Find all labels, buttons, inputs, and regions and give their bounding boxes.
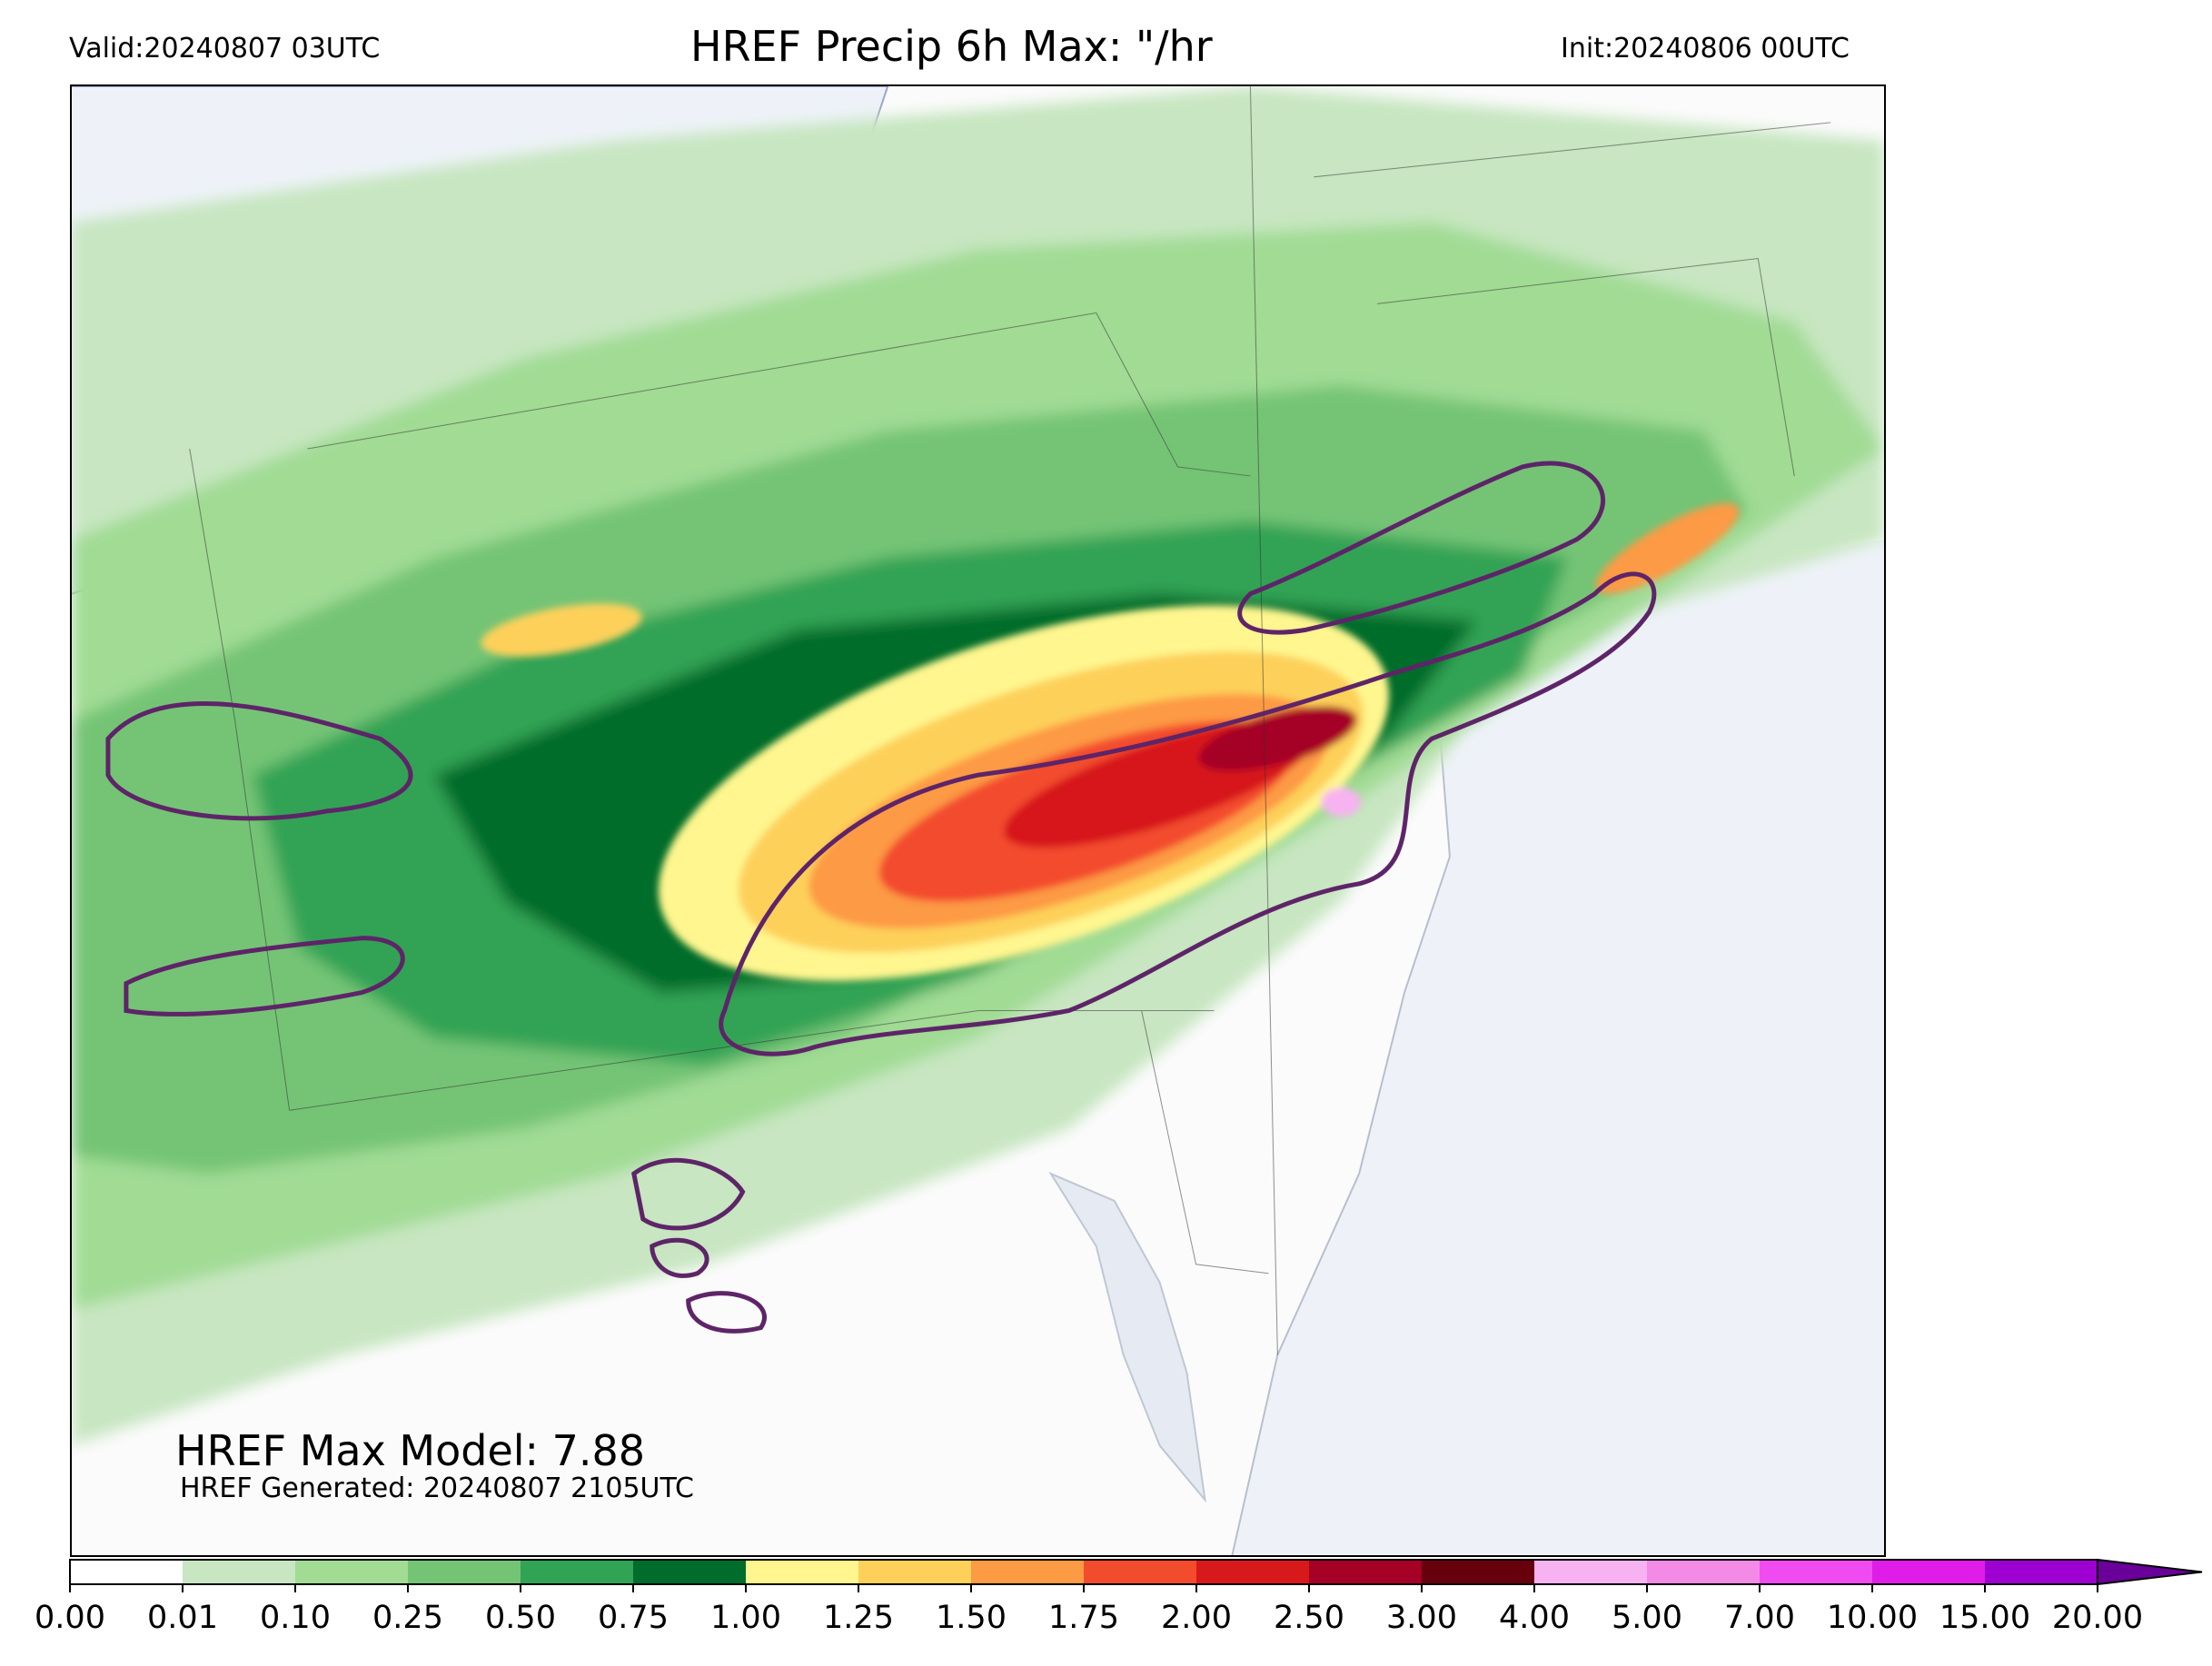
colorbar-swatch	[70, 1560, 183, 1584]
colorbar-tick-label: 20.00	[2052, 1600, 2143, 1636]
colorbar-tick-label: 0.25	[372, 1600, 443, 1636]
colorbar-tick-label: 0.00	[35, 1600, 105, 1636]
colorbar-swatch	[1985, 1560, 2098, 1584]
colorbar-swatch	[1422, 1560, 1534, 1584]
colorbar-swatch	[1084, 1560, 1196, 1584]
colorbar-tick-label: 3.00	[1386, 1600, 1457, 1636]
generated-time-label: HREF Generated: 20240807 2105UTC	[180, 1473, 695, 1504]
colorbar-tick-label: 1.50	[936, 1600, 1007, 1636]
colorbar-tick-label: 15.00	[1939, 1600, 2030, 1636]
map-title: HREF Precip 6h Max: "/hr	[690, 22, 1213, 71]
probability-contours	[105, 461, 1657, 1334]
coastline	[1231, 630, 1451, 1555]
chesapeake-bay	[1048, 1171, 1206, 1503]
ocean-area	[1232, 539, 1884, 1555]
colorbar-swatch	[633, 1560, 746, 1584]
colorbar-tick-label: 0.10	[260, 1600, 331, 1636]
colorbar: 0.00 0.01 0.10 0.25 0.50 0.75 1.00 1.25 1.50 1.75…	[35, 1558, 2203, 1636]
precip-cell-ne	[1595, 502, 1740, 594]
colorbar-swatch	[408, 1560, 521, 1584]
colorbar-swatch	[1534, 1560, 1647, 1584]
colorbar-swatch	[183, 1560, 295, 1584]
colorbar-tick-label: 0.01	[147, 1600, 218, 1636]
precip-map-canvas	[72, 86, 1884, 1555]
colorbar-tick-label: 1.25	[823, 1600, 894, 1636]
state-boundaries	[189, 86, 1831, 1355]
valid-time-label: Valid:20240807 03UTC	[69, 33, 381, 64]
colorbar-tick-label: 0.75	[598, 1600, 669, 1636]
colorbar-swatch	[1872, 1560, 1985, 1584]
colorbar-tick-label: 5.00	[1612, 1600, 1682, 1636]
colorbar-tick-label: 1.75	[1048, 1600, 1119, 1636]
precip-core-pink	[1321, 788, 1362, 818]
colorbar-tick-label: 2.50	[1274, 1600, 1344, 1636]
colorbar-swatch	[746, 1560, 858, 1584]
colorbar-swatch	[858, 1560, 971, 1584]
colorbar-tick-label: 0.50	[485, 1600, 556, 1636]
colorbar-tick-label: 4.00	[1499, 1600, 1570, 1636]
colorbar-swatch	[295, 1560, 408, 1584]
colorbar-swatch	[1647, 1560, 1760, 1584]
colorbar-swatch	[971, 1560, 1084, 1584]
colorbar-swatch	[521, 1560, 633, 1584]
colorbar-swatch	[1760, 1560, 1872, 1584]
colorbar-tick-label: 7.00	[1724, 1600, 1795, 1636]
colorbar-swatch	[1309, 1560, 1422, 1584]
colorbar-extend-arrow	[2097, 1558, 2203, 1586]
max-model-label: HREF Max Model: 7.88	[175, 1426, 646, 1475]
precip-cell-west	[481, 603, 642, 657]
colorbar-tick-label: 2.00	[1161, 1600, 1232, 1636]
precip-map	[70, 84, 1886, 1557]
init-time-label: Init:20240806 00UTC	[1561, 33, 1850, 64]
colorbar-swatch	[1196, 1560, 1309, 1584]
precip-core-maroon	[1198, 706, 1357, 771]
colorbar-tick-label: 1.00	[710, 1600, 781, 1636]
colorbar-tick-label: 10.00	[1827, 1600, 1918, 1636]
